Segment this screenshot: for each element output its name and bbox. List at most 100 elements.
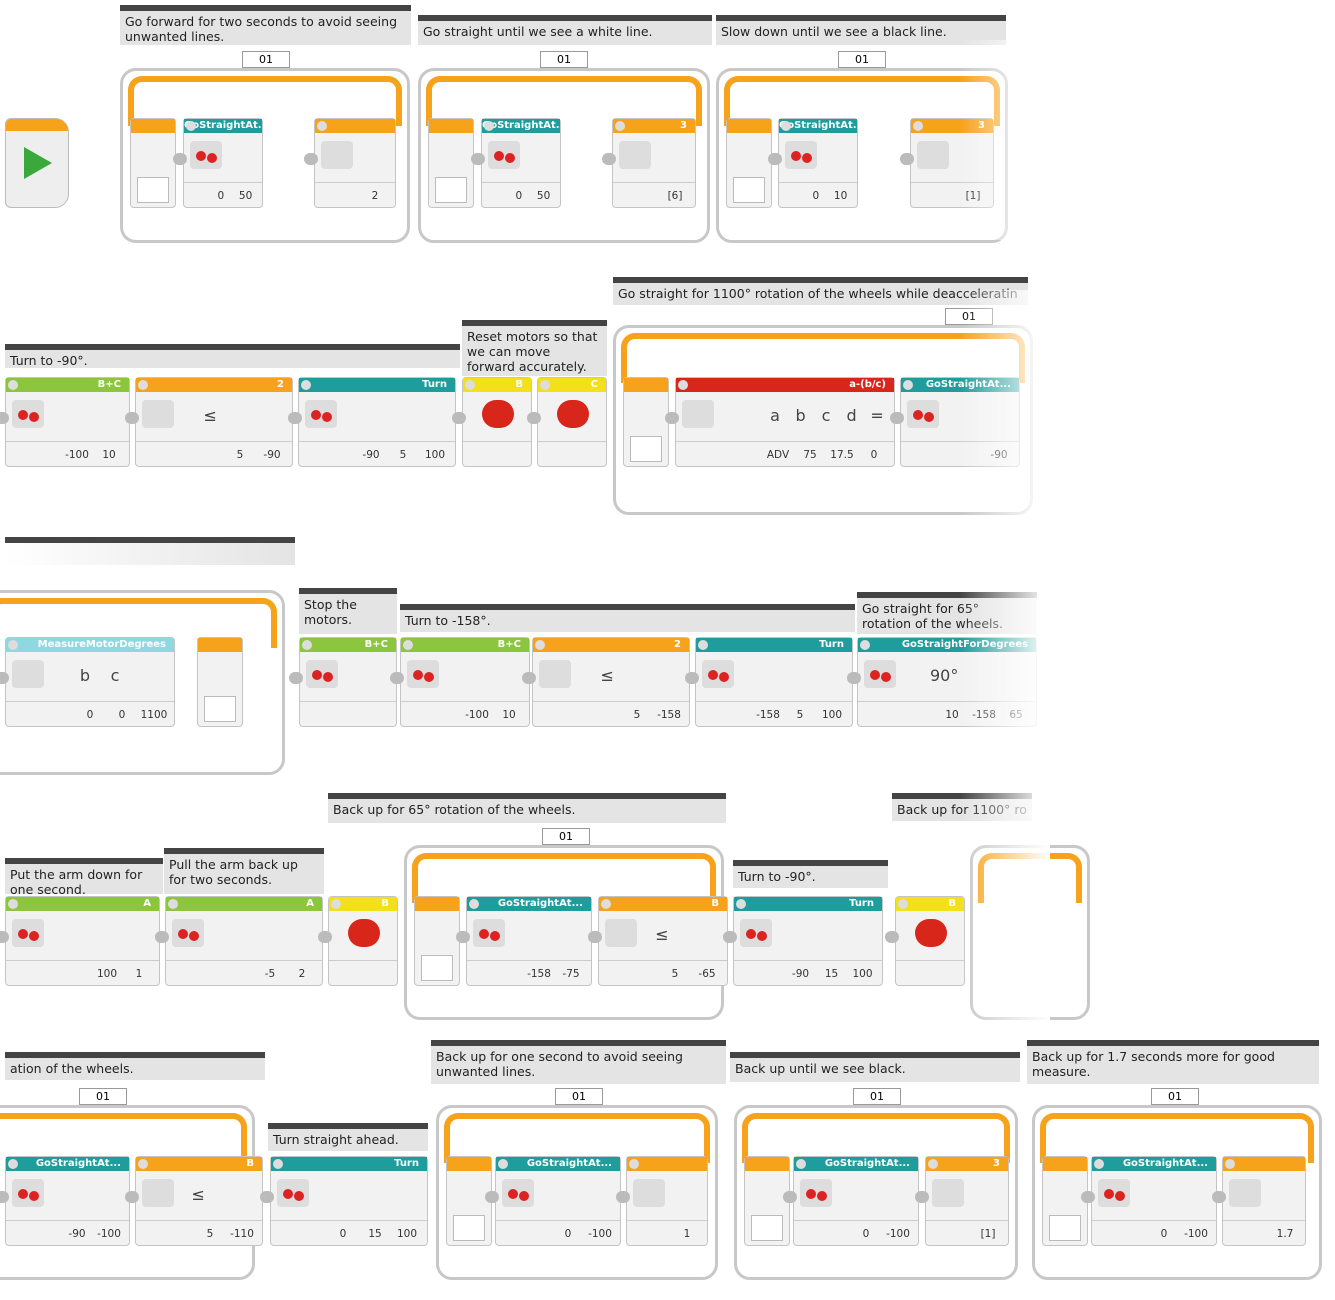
param-value: 5: [796, 709, 804, 721]
param-bar: [599, 960, 727, 983]
param-value: 5: [633, 709, 641, 721]
param-bar: [299, 441, 455, 464]
program-block[interactable]: GoStraightAt... 0 50: [183, 118, 263, 208]
param-value: 100: [852, 968, 873, 980]
block-icon: [407, 660, 439, 688]
block-settings: [898, 899, 908, 909]
param-bar: [858, 701, 1036, 724]
param-value: 75: [803, 449, 817, 461]
connector: [125, 412, 139, 424]
program-block[interactable]: Turn -90 15 100: [733, 896, 883, 986]
param-bar: [482, 182, 560, 205]
motor-dot: [757, 931, 767, 941]
program-block[interactable]: a-(b/c) a b c d = ADV 75 17.5 0: [675, 377, 895, 467]
param-value: -75: [562, 968, 580, 980]
param-value: 100: [821, 709, 843, 721]
program-block[interactable]: Turn -90 5 100: [298, 377, 456, 467]
program-block[interactable]: Turn 0 15 100: [270, 1156, 428, 1246]
param-bar: [1092, 1220, 1216, 1243]
loop-start: [446, 1156, 492, 1246]
program-block[interactable]: GoStraightAt... -90 -100: [5, 1156, 130, 1246]
loop-start: [726, 118, 772, 208]
param-bar: [329, 960, 397, 983]
loop-count: 01: [242, 51, 290, 68]
program-block[interactable]: 2: [314, 118, 396, 208]
block-label: =: [870, 406, 884, 425]
program-block[interactable]: GoStraightAt... 0 10: [778, 118, 858, 208]
connector: [471, 153, 485, 165]
block-header: B+C: [300, 638, 396, 652]
param-bar: [613, 182, 695, 205]
param-bar: [6, 441, 129, 464]
connector: [723, 931, 737, 943]
block-settings: [698, 640, 708, 650]
connector: [456, 931, 470, 943]
block-header: a-(b/c): [676, 378, 894, 392]
loop-mode: [733, 177, 765, 203]
param-value: 10: [945, 709, 959, 721]
block-header: Turn: [696, 638, 852, 652]
motor-dot: [196, 151, 206, 161]
block-header: MeasureMotorDegrees: [6, 638, 174, 652]
program-block[interactable]: 3 [1]: [925, 1156, 1009, 1246]
block-icon: [605, 919, 637, 947]
connector: [0, 931, 9, 943]
program-block[interactable]: B+C: [299, 637, 397, 727]
param-value: 2: [371, 190, 379, 202]
block-settings: [8, 380, 18, 390]
program-block[interactable]: GoStraightAt... 0 -100: [495, 1156, 621, 1246]
program-block[interactable]: MeasureMotorDegrees b c 0 0 1100: [5, 637, 175, 727]
block-settings: [678, 380, 688, 390]
param-value: ADV: [766, 449, 790, 461]
block-icon: [1098, 1179, 1130, 1207]
program-block[interactable]: 1.7: [1222, 1156, 1306, 1246]
loop-start-header: [727, 119, 771, 133]
program-block[interactable]: 3 [6]: [612, 118, 696, 208]
program-block[interactable]: B: [328, 896, 398, 986]
program-block[interactable]: 1: [626, 1156, 708, 1246]
program-block[interactable]: GoStraightAt... 0 50: [481, 118, 561, 208]
comment-box: [5, 537, 295, 565]
loop-start: [744, 1156, 790, 1246]
program-block[interactable]: B+C -100 10: [5, 377, 130, 467]
connector: [289, 672, 303, 684]
program-block[interactable]: Turn -158 5 100: [695, 637, 853, 727]
program-block[interactable]: GoStraightAt... 0 -100: [1091, 1156, 1217, 1246]
loop-start-header: [1043, 1157, 1087, 1171]
motor-dot: [924, 412, 934, 422]
block-header: B+C: [401, 638, 529, 652]
program-block[interactable]: B: [895, 896, 965, 986]
param-value: 0: [564, 1228, 572, 1240]
param-value: -158: [527, 968, 551, 980]
block-icon: [633, 1179, 665, 1207]
block-label: b: [795, 406, 806, 425]
block-header: GoStraightAt...: [482, 119, 560, 133]
program-block[interactable]: B: [462, 377, 532, 467]
motor-dot: [207, 153, 217, 163]
param-value: 10: [102, 449, 116, 461]
loop-start: [197, 637, 243, 727]
param-value: 50: [238, 190, 253, 202]
connector: [890, 412, 904, 424]
param-bar: [911, 182, 993, 205]
program-block[interactable]: 2 ≤5 -90: [135, 377, 293, 467]
block-icon: [190, 141, 222, 169]
block-settings: [484, 121, 494, 131]
program-block[interactable]: GoStraightAt... -158 -75: [466, 896, 592, 986]
program-block[interactable]: C: [537, 377, 607, 467]
param-bar: [696, 701, 852, 724]
connector: [768, 153, 782, 165]
connector: [522, 672, 536, 684]
loop-count: 01: [542, 828, 590, 845]
program-block[interactable]: B ≤5 -65: [598, 896, 728, 986]
program-block[interactable]: GoStraightAt... 0 -100: [793, 1156, 919, 1246]
start-block[interactable]: [5, 118, 69, 208]
program-block[interactable]: B+C -100 10: [400, 637, 530, 727]
program-block[interactable]: 2 ≤5 -158: [532, 637, 690, 727]
program-block[interactable]: B ≤5 -110: [135, 1156, 263, 1246]
program-block[interactable]: A -5 2: [165, 896, 323, 986]
program-block[interactable]: A 100 1: [5, 896, 160, 986]
loop-start-header: [447, 1157, 491, 1171]
block-header: B: [329, 897, 397, 911]
connector: [173, 153, 187, 165]
